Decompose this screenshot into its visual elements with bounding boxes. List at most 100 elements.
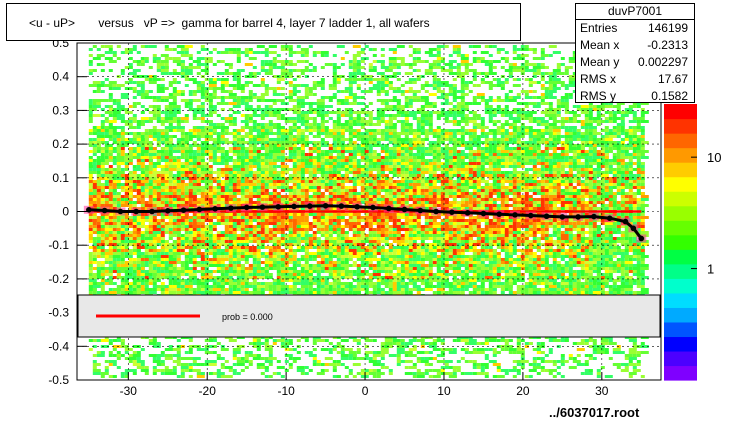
- heatmap-cell: [200, 228, 205, 231]
- heatmap-cell: [228, 261, 233, 264]
- heatmap-cell: [108, 246, 113, 249]
- heatmap-cell: [316, 189, 321, 192]
- heatmap-cell: [272, 165, 277, 168]
- heatmap-cell: [124, 228, 129, 231]
- heatmap-cell: [340, 240, 345, 243]
- heatmap-cell: [312, 195, 317, 198]
- heatmap-cell: [236, 84, 241, 87]
- heatmap-cell: [144, 132, 149, 135]
- heatmap-cell: [272, 180, 277, 183]
- heatmap-cell: [132, 180, 137, 183]
- heatmap-cell: [220, 60, 225, 63]
- heatmap-cell: [272, 285, 277, 288]
- heatmap-cell: [216, 78, 221, 81]
- heatmap-cell: [144, 195, 149, 198]
- heatmap-cell: [244, 153, 249, 156]
- heatmap-cell: [236, 135, 241, 138]
- heatmap-cell: [136, 75, 145, 78]
- heatmap-cell: [276, 237, 281, 240]
- heatmap-cell: [128, 189, 133, 192]
- heatmap-cell: [244, 246, 249, 249]
- heatmap-cell: [320, 246, 325, 249]
- heatmap-cell: [200, 255, 205, 258]
- heatmap-cell: [284, 354, 289, 357]
- heatmap-cell: [248, 99, 253, 102]
- heatmap-cell: [192, 261, 197, 264]
- heatmap-cell: [168, 138, 173, 141]
- heatmap-cell: [284, 237, 289, 240]
- heatmap-cell: [328, 177, 333, 180]
- heatmap-cell: [124, 351, 129, 354]
- heatmap-cell: [92, 291, 97, 294]
- heatmap-cell: [196, 51, 201, 54]
- heatmap-cell: [260, 243, 265, 246]
- heatmap-cell: [236, 288, 241, 291]
- heatmap-cell: [316, 99, 325, 102]
- heatmap-cell: [292, 147, 297, 150]
- heatmap-cell: [256, 219, 261, 222]
- heatmap-cell: [204, 66, 209, 69]
- heatmap-cell: [272, 195, 277, 198]
- heatmap-cell: [188, 144, 193, 147]
- heatmap-cell: [284, 45, 289, 48]
- heatmap-cell: [260, 63, 265, 66]
- heatmap-cell: [156, 258, 161, 261]
- heatmap-cell: [276, 360, 281, 363]
- heatmap-cell: [168, 180, 173, 183]
- heatmap-cell: [328, 285, 333, 288]
- heatmap-cell: [160, 228, 165, 231]
- heatmap-cell: [332, 192, 337, 195]
- heatmap-cell: [124, 255, 129, 258]
- heatmap-cell: [248, 276, 253, 279]
- heatmap-cell: [236, 153, 241, 156]
- heatmap-cell: [92, 138, 97, 141]
- heatmap-cell: [128, 204, 133, 207]
- heatmap-cell: [92, 372, 101, 375]
- heatmap-cell: [224, 102, 229, 105]
- heatmap-cell: [196, 261, 201, 264]
- heatmap-cell: [256, 282, 261, 285]
- heatmap-cell: [184, 186, 189, 189]
- heatmap-cell: [108, 276, 113, 279]
- heatmap-cell: [308, 159, 313, 162]
- heatmap-cell: [120, 339, 125, 342]
- heatmap-cell: [144, 219, 149, 222]
- heatmap-cell: [344, 189, 349, 192]
- heatmap-cell: [328, 243, 333, 246]
- heatmap-cell: [112, 267, 117, 270]
- heatmap-cell: [248, 141, 253, 144]
- heatmap-cell: [204, 192, 209, 195]
- heatmap-cell: [168, 237, 173, 240]
- heatmap-cell: [100, 276, 105, 279]
- heatmap-cell: [268, 273, 273, 276]
- heatmap-cell: [156, 60, 161, 63]
- heatmap-cell: [136, 141, 141, 144]
- heatmap-cell: [292, 171, 297, 174]
- heatmap-cell: [88, 150, 93, 153]
- heatmap-cell: [172, 207, 177, 210]
- heatmap-cell: [312, 282, 317, 285]
- heatmap-cell: [92, 363, 101, 366]
- heatmap-cell: [228, 276, 233, 279]
- heatmap-cell: [116, 219, 121, 222]
- heatmap-cell: [164, 132, 169, 135]
- heatmap-cell: [240, 165, 245, 168]
- heatmap-cell: [212, 132, 217, 135]
- heatmap-cell: [204, 195, 209, 198]
- heatmap-cell: [304, 255, 309, 258]
- heatmap-cell: [132, 282, 137, 285]
- heatmap-cell: [136, 249, 141, 252]
- heatmap-cell: [144, 252, 149, 255]
- heatmap-cell: [336, 363, 341, 366]
- heatmap-cell: [336, 114, 341, 117]
- heatmap-cell: [120, 279, 125, 282]
- heatmap-cell: [108, 69, 113, 72]
- heatmap-cell: [164, 240, 169, 243]
- heatmap-cell: [104, 219, 109, 222]
- heatmap-cell: [240, 69, 245, 72]
- heatmap-cell: [192, 231, 197, 234]
- heatmap-cell: [204, 267, 209, 270]
- heatmap-cell: [328, 96, 337, 99]
- heatmap-cell: [124, 165, 129, 168]
